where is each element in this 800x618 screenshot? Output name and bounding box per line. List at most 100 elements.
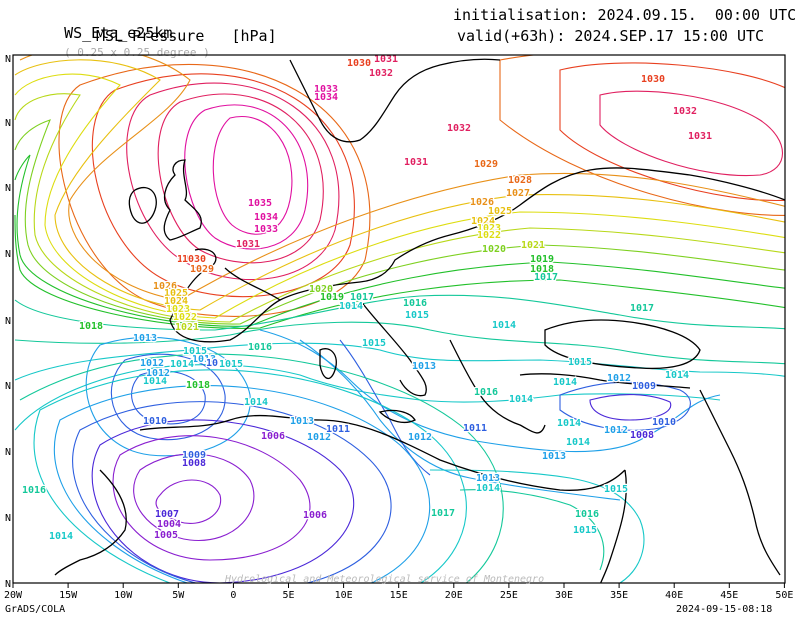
isobar-label: 1006 (261, 431, 285, 442)
x-tick-label: 40E (665, 590, 683, 601)
balkans-greece (449, 339, 546, 434)
isobar-label: 1006 (303, 510, 327, 521)
isobar-label: 1030 (177, 254, 201, 265)
y-tick-label: N (5, 513, 11, 524)
map-frame (12, 54, 786, 584)
isobar-label: 1011 (206, 358, 230, 369)
isobar-label: 1012 (140, 358, 164, 369)
isobar-label: 1014 (492, 320, 516, 331)
isobar-label: 1017 (534, 272, 558, 283)
x-tick-label: 35E (610, 590, 628, 601)
isobar-label: 1004 (157, 519, 181, 530)
isobar-label: 1029 (474, 159, 498, 170)
isobar-label: 1014 (143, 376, 167, 387)
valid-label: valid(+63h): (457, 27, 566, 45)
isobar-label: 1031 (236, 239, 260, 250)
isobar-label: 1032 (673, 106, 697, 117)
y-tick-label: N (5, 447, 11, 458)
isobar-label: 1022 (477, 230, 501, 241)
isobar-label: 1012 (146, 368, 170, 379)
y-tick-label: N (5, 381, 11, 392)
y-tick-label: N (5, 579, 11, 590)
x-tick-label: 10E (335, 590, 353, 601)
x-tick-label: 15W (59, 590, 78, 601)
isobar-label: 1029 (190, 264, 214, 275)
sardinia (319, 348, 337, 380)
isobar-label: 1034 (254, 212, 278, 223)
x-tick-label: 0 (230, 590, 236, 601)
y-tick-label: N (5, 249, 11, 260)
isobar-label: 1034 (314, 92, 338, 103)
y-tick-label: N (5, 54, 11, 65)
isobar-label: 1026 (470, 197, 494, 208)
isobar-label: 1008 (182, 458, 206, 469)
isobar-label: 1015 (219, 359, 243, 370)
isobar-label: 1017 (431, 508, 455, 519)
caspian-region (699, 389, 781, 576)
isobar-label: 1018 (530, 264, 554, 275)
x-tick-label: 45E (720, 590, 738, 601)
isobar-label: 1027 (506, 188, 530, 199)
x-tick-label: 5E (282, 590, 294, 601)
x-tick-label: 10W (114, 590, 133, 601)
isobar-label: 1018 (79, 321, 103, 332)
isobar-label: 1016 (575, 509, 599, 520)
isobar-label: 1012 (307, 432, 331, 443)
isobar-label: 1031 (688, 131, 712, 142)
watermark: Hydrological and Meteorological service … (225, 574, 545, 585)
isobar-label: 1014 (476, 483, 500, 494)
isobar-label: 1026 (153, 281, 177, 292)
x-tick-label: 20E (445, 590, 463, 601)
isobar-label: 1010 (652, 417, 676, 428)
iberia-france (169, 248, 282, 343)
isobar-label: 1012 (607, 373, 631, 384)
isobar-label: 1035 (248, 198, 272, 209)
isobar-label: 1013 (476, 473, 500, 484)
black-sea (544, 319, 701, 370)
isobar-label: 1013 (412, 361, 436, 372)
isobar-label: 1018 (186, 380, 210, 391)
italy (359, 299, 427, 397)
isobar-label: 1014 (509, 394, 533, 405)
great-britain (163, 159, 202, 241)
isobar-label: 1015 (362, 338, 386, 349)
isobars (14, 55, 785, 583)
isobar-label: 1009 (632, 381, 656, 392)
isobar-label: 1016 (403, 298, 427, 309)
x-tick-label: 15E (390, 590, 408, 601)
isobar-label: 1030 (347, 58, 371, 69)
isobar-label: 1015 (405, 310, 429, 321)
isobar-label: 1030 (182, 254, 206, 265)
isobar-label: 1016 (474, 387, 498, 398)
isobar-label: 1022 (173, 312, 197, 323)
render-timestamp: 2024-09-15-08:18 (676, 604, 773, 615)
isobar-label: 1014 (557, 418, 581, 429)
isobar-label: 1014 (244, 397, 268, 408)
valid-line: valid(+63h): 2024.SEP.17 15:00 UTC (457, 27, 764, 45)
isobar-label: 1014 (170, 359, 194, 370)
isobar-label: 1031 (374, 54, 398, 65)
sicily (378, 409, 416, 423)
isobar-label: 1012 (408, 432, 432, 443)
isobar-label: 1015 (573, 525, 597, 536)
isobar-label: 1014 (49, 531, 73, 542)
isobar-label: 1020 (482, 244, 506, 255)
y-tick-label: N (5, 183, 11, 194)
isobar-label: 1013 (133, 333, 157, 344)
isobar-label: 1015 (568, 357, 592, 368)
isobar-label: 1025 (164, 288, 188, 299)
isobar-label: 1019 (530, 254, 554, 265)
init-value: 2024.09.15. 00:00 UTC (597, 6, 797, 24)
isobar-label: 1014 (339, 301, 363, 312)
isobar-label: 1032 (447, 123, 471, 134)
isobar-label: 1005 (154, 530, 178, 541)
y-tick-label: N (5, 316, 11, 327)
coastlines (54, 58, 785, 583)
isobar-label: 1030 (641, 74, 665, 85)
west-africa (54, 469, 127, 576)
init-line: initialisation: 2024.09.15. 00:00 UTC (453, 6, 796, 24)
isobar-label: 1013 (192, 354, 216, 365)
isobar-label: 1024 (164, 296, 188, 307)
isobar-label: 1012 (604, 425, 628, 436)
